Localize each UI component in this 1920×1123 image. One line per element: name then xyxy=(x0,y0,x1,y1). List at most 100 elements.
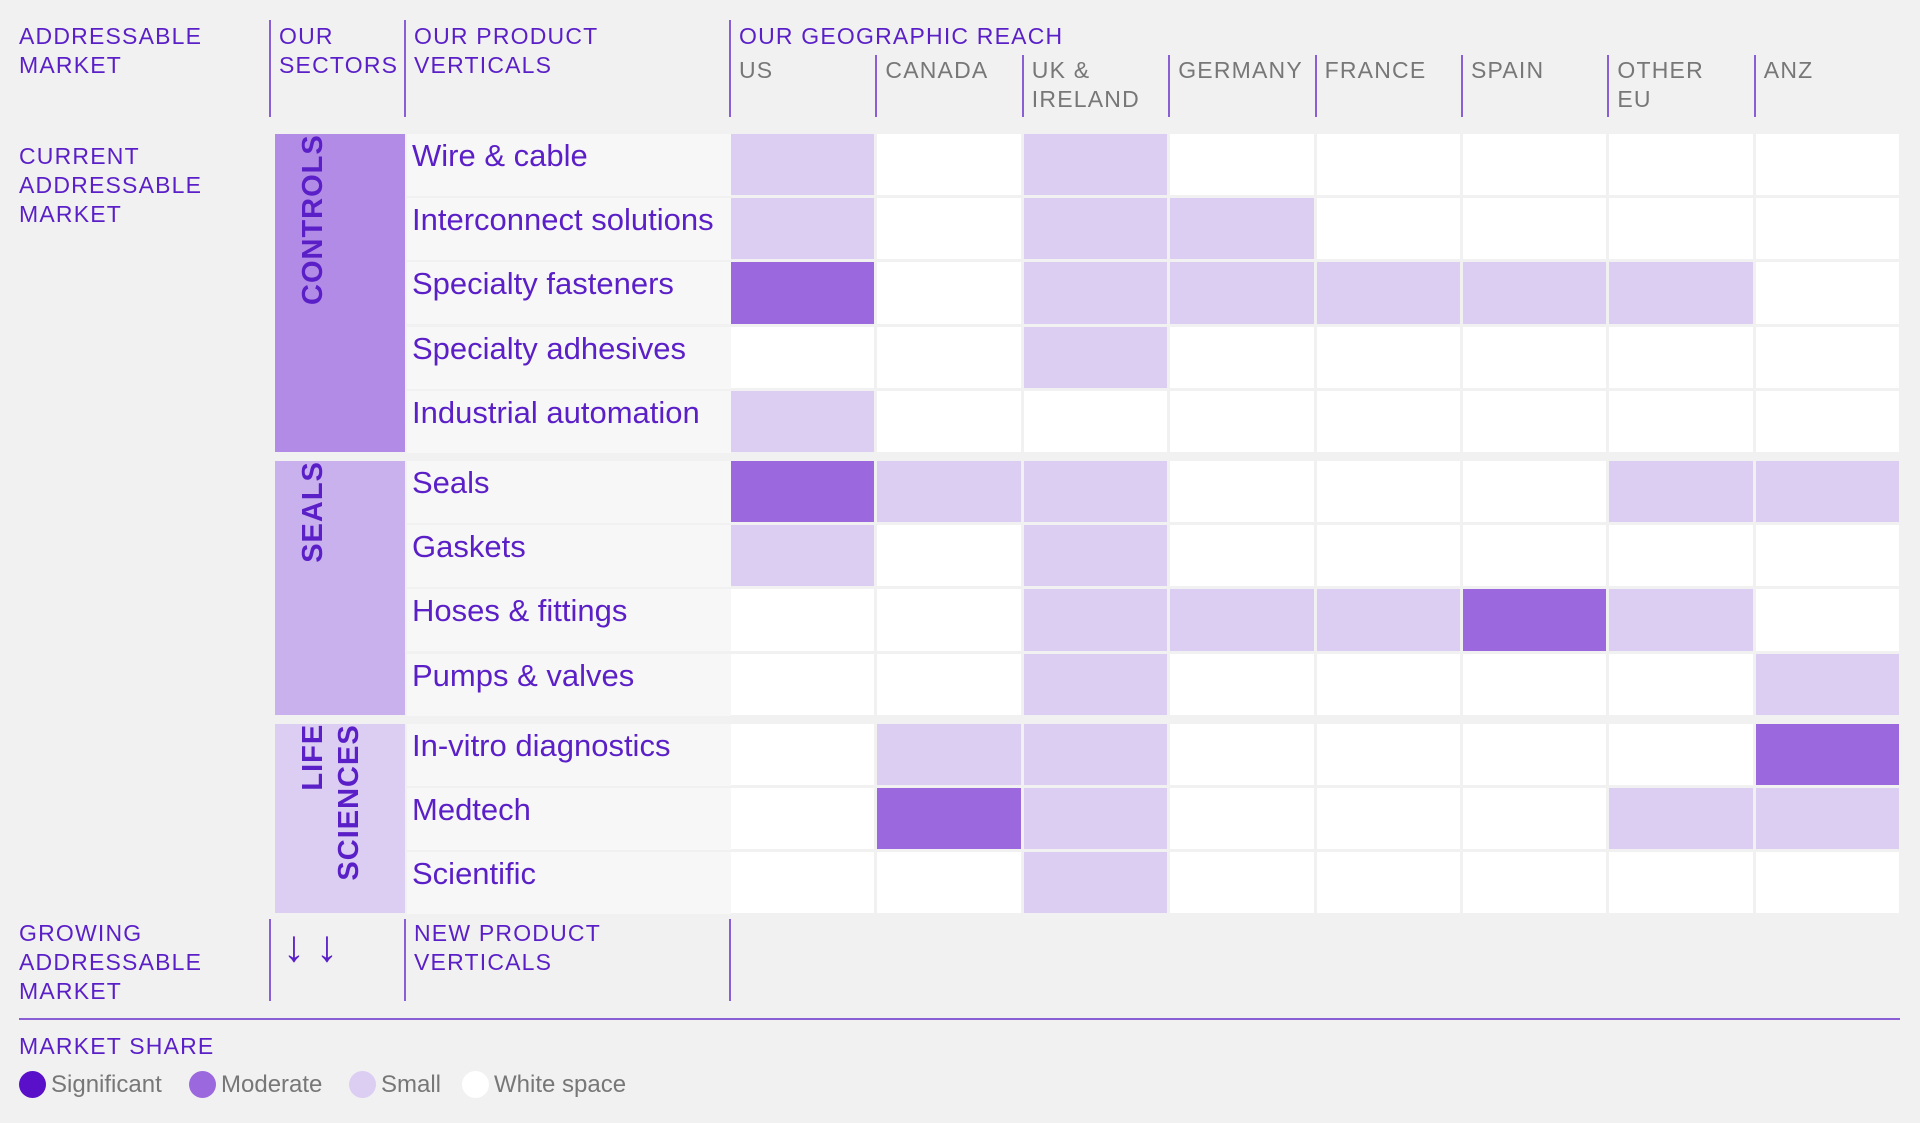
heatmap-cell xyxy=(877,589,1021,651)
heatmap-cell xyxy=(1023,134,1168,196)
legend-swatch xyxy=(189,1071,216,1098)
heatmap-cell xyxy=(1755,589,1900,651)
heatmap-cell xyxy=(1170,653,1314,715)
heatmap-cell xyxy=(1023,198,1168,260)
heatmap-cell xyxy=(1609,788,1753,850)
heatmap-cell xyxy=(1316,262,1460,324)
heatmap-cell xyxy=(1023,461,1168,523)
heatmap-cell xyxy=(731,461,875,523)
heatmap-cell xyxy=(1170,390,1314,452)
growing-market-label: GROWING ADDRESSABLE MARKET xyxy=(19,920,203,1004)
heatmap-cell xyxy=(1755,852,1900,914)
footer-divider xyxy=(729,919,731,1001)
country-divider xyxy=(1314,55,1317,117)
heatmap-cell xyxy=(1170,589,1314,651)
vertical-label: Scientific xyxy=(412,856,537,892)
heatmap-cell xyxy=(1023,589,1168,651)
country-divider xyxy=(875,55,878,117)
heatmap-cell xyxy=(1609,326,1753,388)
heatmap-cell xyxy=(1755,723,1900,785)
vertical-row-label: Specialty fasteners xyxy=(407,262,731,325)
heatmap-cell xyxy=(877,525,1021,587)
current-market-label: CURRENT ADDRESSABLE MARKET xyxy=(19,143,203,227)
legend-label: Significant xyxy=(51,1071,162,1098)
heatmap-cell xyxy=(1023,788,1168,850)
heatmap-cell xyxy=(731,198,875,260)
heatmap-cell xyxy=(1463,653,1607,715)
sector-label: LIFE SCIENCES xyxy=(297,723,365,881)
heatmap-cell xyxy=(877,461,1021,523)
country-label: SPAIN xyxy=(1471,57,1545,83)
heatmap-cell xyxy=(1609,653,1753,715)
heatmap-cell xyxy=(731,262,875,324)
heatmap-cell xyxy=(1755,326,1900,388)
legend-swatch xyxy=(19,1071,46,1098)
heatmap-cell xyxy=(1463,852,1607,914)
heatmap-cell xyxy=(1170,723,1314,785)
vertical-row-label: Seals xyxy=(407,461,731,523)
heatmap-cell xyxy=(1316,653,1460,715)
heatmap-cell xyxy=(1609,262,1753,324)
heatmap-cell xyxy=(1609,134,1753,196)
heatmap-cell xyxy=(1755,390,1900,452)
heatmap-cell xyxy=(1755,525,1900,587)
down-arrow-icon: ↓ xyxy=(316,922,338,971)
heatmap-cell xyxy=(731,525,875,587)
header-divider xyxy=(269,20,271,117)
vertical-row-label: Scientific xyxy=(407,852,731,915)
vertical-label: In-vitro diagnostics xyxy=(412,727,671,763)
heatmap-cell xyxy=(1463,198,1607,260)
vertical-row-label: Interconnect solutions xyxy=(407,198,731,261)
heatmap-cell xyxy=(1609,198,1753,260)
heatmap-cell xyxy=(1023,525,1168,587)
legend-label: Small xyxy=(381,1071,442,1098)
vertical-label: Medtech xyxy=(412,792,531,827)
heatmap-cell xyxy=(877,723,1021,785)
legend-label: White space xyxy=(494,1071,627,1098)
heatmap-cell xyxy=(1023,326,1168,388)
heatmap-cell xyxy=(1023,852,1168,914)
vertical-row-label: In-vitro diagnostics xyxy=(407,723,731,786)
heatmap-cell xyxy=(1316,589,1460,651)
heatmap-cell xyxy=(1609,390,1753,452)
heatmap-cell xyxy=(1170,461,1314,523)
heatmap-cell xyxy=(1023,262,1168,324)
heatmap-cell xyxy=(1023,723,1168,785)
heatmap-cell xyxy=(1755,461,1900,523)
heatmap-cell xyxy=(1463,723,1607,785)
heatmap-cell xyxy=(1170,326,1314,388)
heatmap-cell xyxy=(1316,461,1460,523)
sector-block: SEALS xyxy=(275,461,405,715)
vertical-label: Specialty adhesives xyxy=(412,330,686,366)
vertical-row-label: Industrial automation xyxy=(407,390,731,453)
heatmap-cell xyxy=(1170,198,1314,260)
heatmap-cell xyxy=(1463,788,1607,850)
legend-separator xyxy=(19,1018,1900,1020)
vertical-label: Seals xyxy=(412,465,490,500)
heatmap-cell xyxy=(1755,198,1900,260)
header-our-sectors: OUR SECTORS xyxy=(279,23,399,78)
country-divider xyxy=(1168,55,1171,117)
country-label: US xyxy=(739,57,774,83)
footer-divider xyxy=(269,919,271,1001)
country-divider xyxy=(1607,55,1610,117)
header-product-verticals: OUR PRODUCT VERTICALS xyxy=(414,23,599,78)
country-divider xyxy=(1021,55,1024,117)
legend-label: Moderate xyxy=(221,1071,323,1098)
heatmap-cell xyxy=(1609,461,1753,523)
vertical-label: Hoses & fittings xyxy=(412,593,628,629)
heatmap-cell xyxy=(731,589,875,651)
heatmap-cell xyxy=(877,326,1021,388)
heatmap-cell xyxy=(731,723,875,785)
header-geographic-reach: OUR GEOGRAPHIC REACH xyxy=(739,23,1064,49)
heatmap-cell xyxy=(1463,390,1607,452)
sector-label: CONTROLS xyxy=(297,134,329,305)
heatmap-cell xyxy=(877,390,1021,452)
vertical-label: Industrial automation xyxy=(412,394,700,430)
heatmap-cell xyxy=(731,653,875,715)
heatmap-cell xyxy=(1755,134,1900,196)
new-product-verticals-label: NEW PRODUCT VERTICALS xyxy=(414,920,601,975)
legend-title: MARKET SHARE xyxy=(19,1033,215,1059)
heatmap-cell xyxy=(1463,589,1607,651)
heatmap-cell xyxy=(731,788,875,850)
